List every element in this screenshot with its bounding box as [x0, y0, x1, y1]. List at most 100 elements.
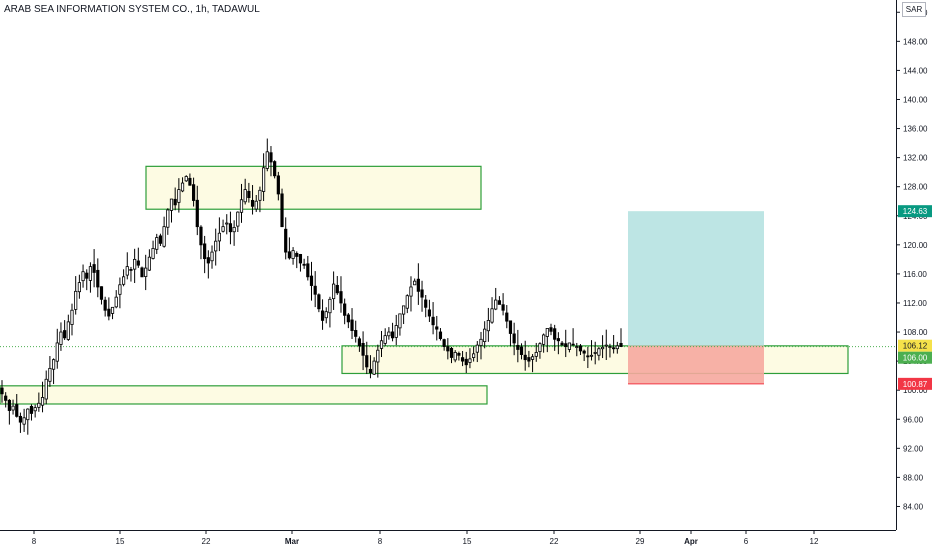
candle-body: [70, 309, 74, 325]
support-zone-low[interactable]: [0, 385, 488, 405]
candle-body: [107, 308, 111, 317]
candle-body: [158, 235, 163, 244]
candle-body: [328, 298, 332, 314]
candle-body: [284, 228, 288, 253]
candle-body: [136, 260, 140, 266]
candle-body: [250, 199, 255, 207]
candle-body: [516, 344, 520, 350]
candle-body: [276, 175, 280, 195]
candle-body: [206, 257, 210, 264]
time-tick-label: 29: [636, 537, 645, 546]
long-position-profit-area[interactable]: [628, 211, 764, 346]
price-tick-label: 132.00: [903, 154, 928, 163]
candle-body: [269, 152, 273, 163]
time-tick-label: 8: [378, 537, 383, 546]
candle-body: [81, 271, 85, 282]
candle-body: [265, 151, 269, 169]
candle-body: [320, 310, 325, 321]
supply-zone[interactable]: [145, 165, 482, 210]
candle-body: [534, 351, 538, 357]
candle-body: [427, 309, 432, 317]
candle-body: [77, 282, 81, 293]
candle-body: [236, 211, 240, 227]
candle-body: [387, 331, 391, 337]
candle-body: [40, 397, 45, 406]
candle-body: [306, 263, 310, 278]
candle-body: [74, 290, 78, 310]
candle-body: [302, 263, 306, 266]
candle-body: [494, 299, 498, 310]
price-tick-label: 136.00: [903, 125, 928, 134]
candle-body: [586, 355, 590, 358]
candle-body: [129, 268, 133, 271]
price-label-text: 100.87: [903, 380, 928, 389]
time-tick-label: 22: [550, 537, 559, 546]
price-label-text: 106.00: [903, 354, 928, 363]
candle-body: [324, 311, 328, 319]
candles: [0, 138, 623, 435]
candle-body: [203, 243, 207, 260]
candle-body: [527, 357, 531, 362]
candle-body: [368, 368, 373, 374]
price-tick-label: 112.00: [903, 299, 927, 308]
candle-body: [169, 198, 174, 211]
candle-body: [125, 266, 129, 276]
long-position-loss-area[interactable]: [628, 345, 764, 384]
candle-body: [239, 199, 244, 213]
candle-body: [508, 320, 513, 334]
price-tick-label: 88.00: [903, 473, 924, 482]
candle-body: [291, 250, 295, 259]
candle-body: [317, 294, 321, 310]
candle-body: [343, 303, 347, 316]
price-label-badge[interactable]: [898, 339, 932, 352]
candle-body: [420, 289, 424, 298]
price-label-badge[interactable]: [898, 351, 932, 364]
candle-body: [162, 226, 166, 247]
candle-body: [560, 342, 564, 346]
candle-body: [523, 354, 527, 361]
price-tick-label: 96.00: [903, 415, 924, 424]
price-label-text: 106.12: [903, 342, 928, 351]
candle-body: [254, 200, 258, 210]
price-label-badge[interactable]: [898, 377, 932, 390]
candle-body: [600, 346, 605, 350]
candle-body: [140, 267, 144, 278]
candle-body: [486, 320, 490, 332]
candle-body: [553, 328, 557, 340]
candle-body: [372, 360, 376, 375]
price-tick-label: 120.00: [903, 241, 928, 250]
candle-body: [195, 199, 199, 228]
price-tick-label: 116.00: [903, 270, 927, 279]
candle-body: [228, 223, 233, 233]
candle-body: [184, 176, 188, 182]
candle-body: [221, 226, 225, 232]
candle-body: [247, 190, 251, 198]
candle-body: [545, 328, 549, 337]
candle-body: [619, 342, 623, 347]
candle-body: [155, 237, 159, 250]
candle-body: [457, 352, 461, 356]
candle-body: [556, 338, 560, 342]
candle-body: [37, 402, 41, 408]
candle-body: [51, 359, 56, 370]
candle-body: [438, 331, 443, 339]
candle-body: [29, 405, 34, 414]
candle-body: [431, 316, 435, 326]
candle-body: [298, 254, 303, 264]
candle-body: [22, 417, 26, 425]
candle-body: [402, 305, 406, 315]
price-tick-label: 140.00: [903, 95, 928, 104]
price-tick-label: 100.00: [903, 386, 928, 395]
candle-body: [26, 408, 30, 421]
currency-badge[interactable]: SAR: [902, 2, 926, 17]
candle-body: [413, 280, 417, 286]
candle-body: [376, 349, 380, 363]
candle-body: [505, 312, 509, 322]
time-tick-label: 12: [810, 537, 819, 546]
candle-body: [59, 331, 63, 345]
candle-body: [442, 339, 446, 347]
price-label-badge[interactable]: [898, 205, 932, 218]
candle-body: [191, 184, 196, 201]
candle-body: [564, 343, 568, 347]
